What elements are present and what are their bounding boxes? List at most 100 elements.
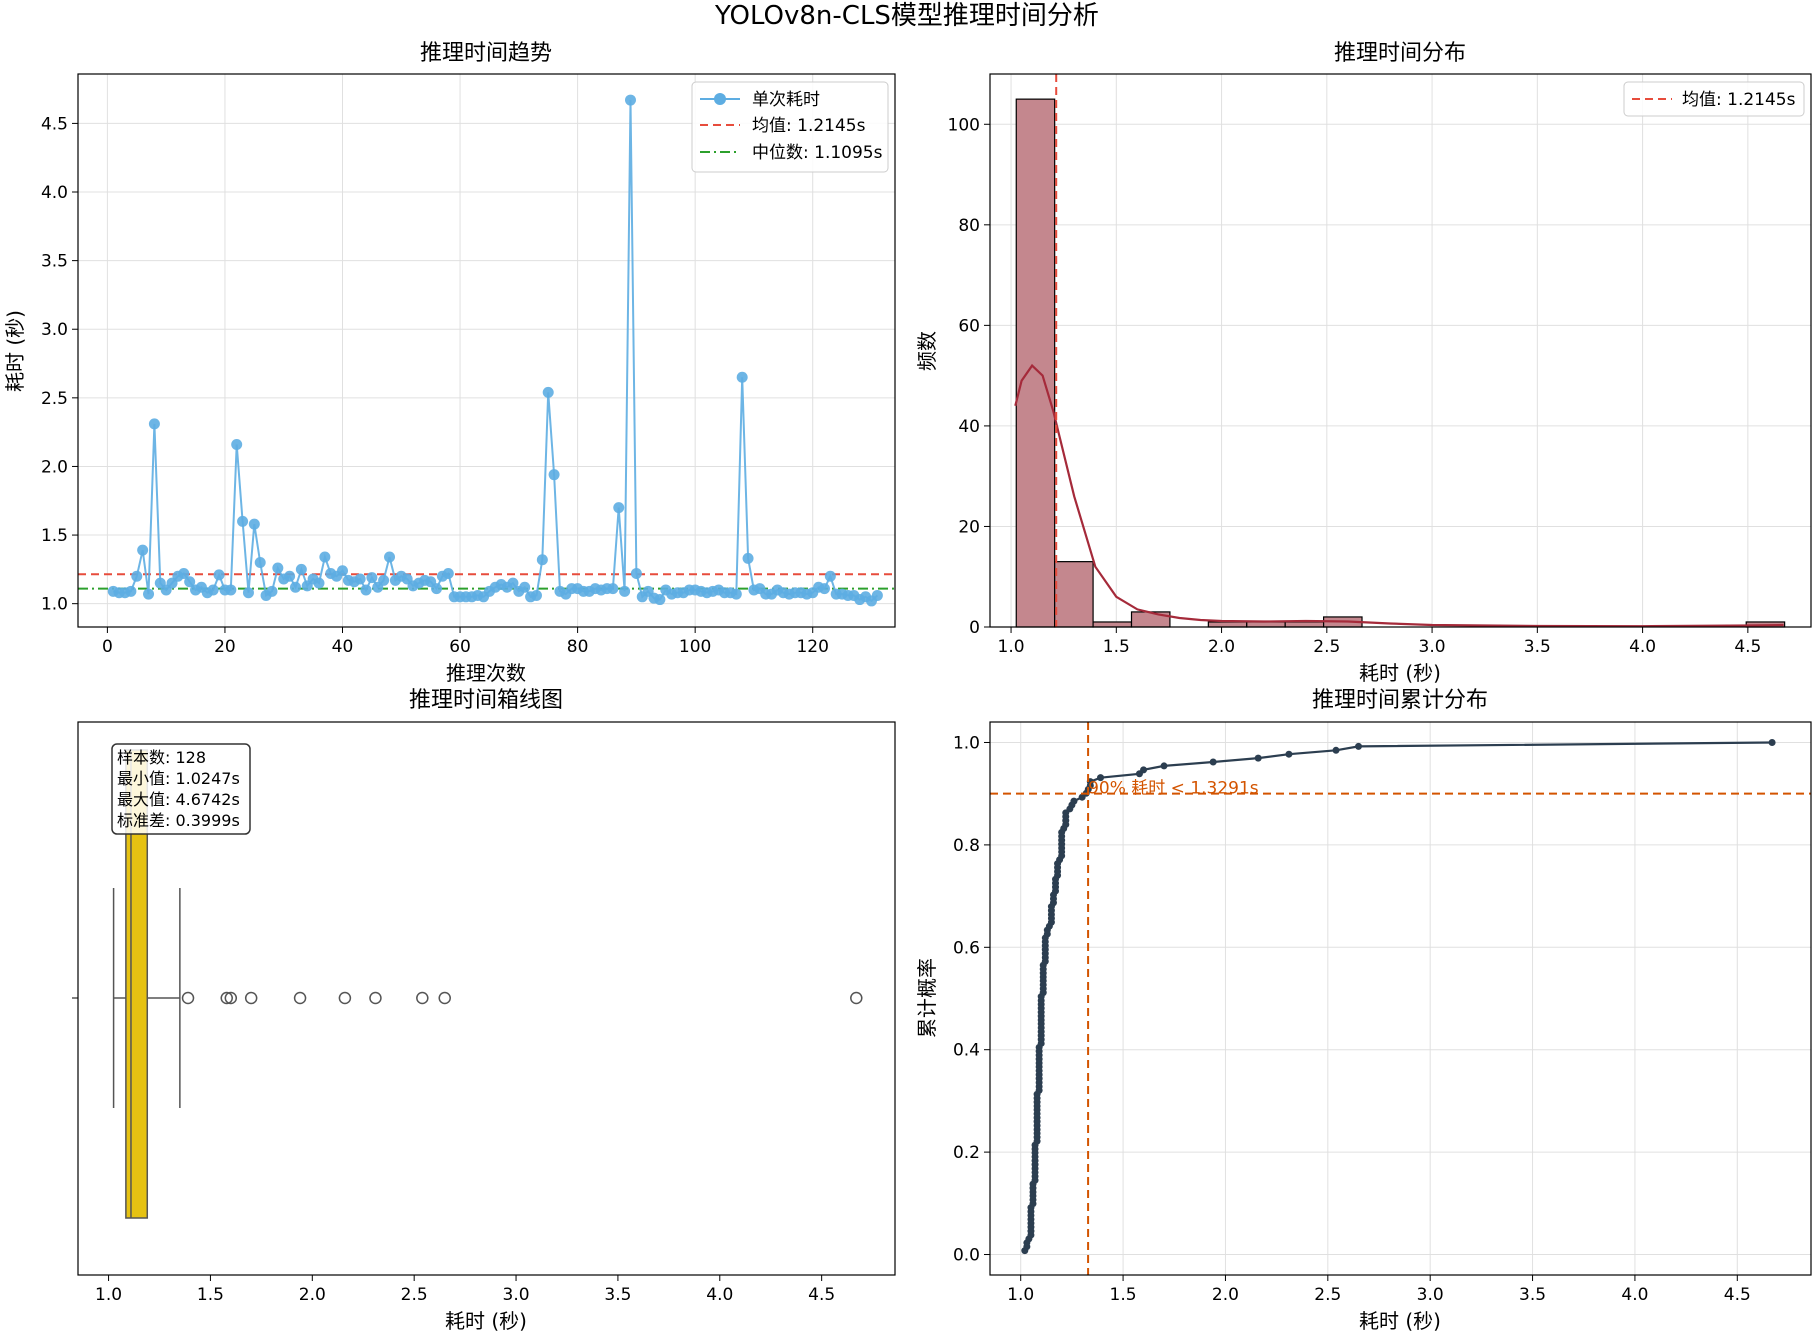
boxplot-info-box: 样本数: 128 最小值: 1.0247s 最大值: 4.6742s 标准差: … — [111, 743, 251, 835]
cdf-xtick-label: 3.5 — [1519, 1285, 1546, 1305]
histogram-frame — [989, 73, 1812, 628]
hist-xtick-label: 1.5 — [1103, 637, 1130, 657]
trend-point — [742, 552, 754, 564]
trend-point — [536, 554, 548, 566]
box-xtick-label: 1.0 — [95, 1285, 122, 1305]
trend-point — [360, 584, 372, 596]
histogram-title: 推理时间分布 — [1334, 41, 1466, 66]
box-xtick-label: 4.5 — [808, 1285, 835, 1305]
legend-series-label: 单次耗时 — [752, 90, 820, 110]
hist-bar — [1054, 561, 1094, 628]
trend-point — [266, 585, 278, 597]
trend-ytick-label: 2.5 — [41, 389, 68, 409]
trend-point — [548, 469, 560, 481]
cdf-ytick-label: 0.8 — [953, 836, 980, 856]
trend-point — [530, 589, 542, 601]
trend-point — [295, 563, 307, 575]
box-outlier — [850, 991, 863, 1005]
trend-point — [336, 565, 348, 577]
trend-point — [231, 438, 243, 450]
trend-xtick-label: 20 — [214, 637, 236, 657]
box-xtick-label: 3.5 — [604, 1285, 631, 1305]
trend-ytick-label: 4.0 — [41, 183, 68, 203]
box-outlier — [416, 991, 429, 1005]
trend-point — [354, 573, 366, 585]
box-outlier — [244, 991, 258, 1005]
cdf-xtick-label: 3.0 — [1417, 1285, 1444, 1305]
info-line-max: 最大值: 4.6742s — [117, 790, 240, 809]
box-outlier — [438, 991, 451, 1005]
hist-xtick-label: 2.0 — [1208, 637, 1235, 657]
trend-point — [125, 585, 137, 597]
trend-chart-frame — [77, 73, 896, 628]
cdf-point — [1209, 758, 1217, 766]
cdf-point — [1285, 750, 1293, 758]
hist-xtick-label: 1.0 — [998, 637, 1025, 657]
hist-xtick-label: 2.5 — [1313, 637, 1340, 657]
box-outlier — [293, 991, 307, 1005]
hist-xtick-label: 4.0 — [1629, 637, 1656, 657]
trend-point — [248, 518, 260, 530]
trend-ytick-label: 1.0 — [41, 595, 68, 615]
hist-bar — [1246, 621, 1286, 628]
hist-bar — [1130, 611, 1171, 628]
trend-point — [366, 572, 378, 584]
boxplot-title: 推理时间箱线图 — [409, 688, 563, 713]
trend-point — [148, 418, 160, 430]
hist-bar — [1207, 621, 1248, 628]
trend-point — [519, 581, 531, 593]
trend-ytick-label: 3.0 — [41, 320, 68, 340]
trend-point — [613, 502, 625, 514]
trend-point — [818, 583, 830, 595]
trend-xtick-label: 120 — [796, 637, 828, 657]
trend-ytick-label: 3.5 — [41, 252, 68, 272]
trend-point — [625, 94, 637, 106]
hist-ytick-label: 0 — [969, 618, 980, 638]
trend-point — [242, 587, 254, 599]
trend-point — [237, 515, 249, 527]
figure-title: YOLOv8n-CLS模型推理时间分析 — [714, 1, 1099, 31]
cdf-point — [1355, 742, 1363, 750]
trend-point — [630, 567, 642, 579]
cdf-xtick-label: 4.5 — [1724, 1285, 1751, 1305]
cdf-xtick-label: 2.0 — [1212, 1285, 1239, 1305]
trend-xtick-label: 60 — [449, 637, 471, 657]
cdf-point — [1070, 797, 1078, 805]
cdf-ylabel: 累计概率 — [915, 958, 939, 1038]
trend-point — [730, 588, 742, 600]
trend-xtick-label: 40 — [332, 637, 354, 657]
trend-point — [143, 588, 155, 600]
histogram-xlabel: 耗时 (秒) — [1359, 661, 1441, 685]
info-line-std: 标准差: 0.3999s — [117, 811, 240, 830]
box-outlier — [181, 991, 195, 1005]
hist-ytick-label: 80 — [958, 216, 980, 236]
trend-ytick-label: 2.0 — [41, 457, 68, 477]
trend-point — [313, 577, 325, 589]
hist-ytick-label: 100 — [948, 115, 980, 135]
trend-point — [431, 583, 443, 595]
box-xtick-label: 4.0 — [706, 1285, 733, 1305]
trend-ytick-label: 4.5 — [41, 114, 68, 134]
cdf-xlabel: 耗时 (秒) — [1359, 1309, 1441, 1333]
trend-point — [137, 544, 149, 556]
hist-xtick-label: 3.5 — [1524, 637, 1551, 657]
cdf-ytick-label: 0.2 — [953, 1143, 980, 1163]
trend-chart-legend: 单次耗时 均值: 1.2145s 中位数: 1.1095s — [691, 81, 889, 173]
trend-xtick-label: 80 — [567, 637, 589, 657]
trend-point — [871, 589, 883, 601]
cdf-ytick-label: 0.0 — [953, 1246, 980, 1266]
hist-xtick-label: 4.5 — [1734, 637, 1761, 657]
trend-point — [178, 567, 190, 579]
trend-point — [254, 557, 266, 569]
trend-point — [542, 386, 554, 398]
box-outlier — [369, 991, 382, 1005]
hist-ytick-label: 40 — [958, 417, 980, 437]
trend-point — [378, 574, 390, 586]
cdf-ytick-label: 1.0 — [953, 733, 980, 753]
trend-point — [207, 584, 219, 596]
trend-chart-title: 推理时间趋势 — [420, 41, 552, 66]
info-line-min: 最小值: 1.0247s — [117, 769, 240, 788]
histogram-panel: 推理时间分布 耗时 (秒) 频数 1.0 1.5 2.0 2.5 3.0 3.5 4.0 4.… — [915, 41, 1812, 685]
box-outlier — [220, 991, 233, 1005]
